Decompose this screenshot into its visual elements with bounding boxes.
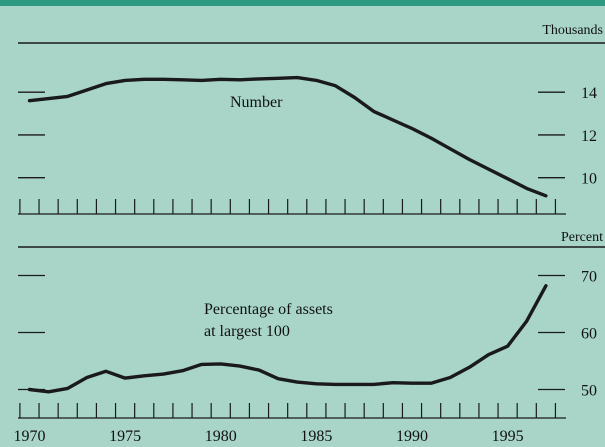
panel-bottom-ytick-label: 70	[581, 269, 597, 286]
panel-top-ytick-label: 14	[581, 85, 597, 102]
series-line-assets-share	[27, 284, 548, 394]
panel-bottom-y-ticks: 50 60 70	[18, 269, 597, 400]
panel-percentage-of-assets: Percent Percentage of assets at largest …	[13, 230, 605, 445]
series-label-assets-line1: Percentage of assets	[204, 301, 333, 318]
series-label-number: Number	[230, 94, 283, 111]
panel-top-ytick-label: 10	[581, 171, 597, 188]
panel-bottom-ytick-label: 60	[581, 326, 597, 343]
x-axis-label: 1995	[492, 428, 524, 445]
panel-bottom-ytick-label: 50	[581, 383, 597, 400]
x-axis-labels: 1970 1975 1980 1985 1990 1995	[13, 428, 523, 445]
series-line-number	[27, 75, 548, 198]
x-axis-label: 1975	[109, 428, 141, 445]
series-label-assets-line2: at largest 100	[204, 323, 290, 340]
x-axis-label: 1970	[13, 428, 45, 445]
x-axis-label: 1985	[300, 428, 332, 445]
panel-bottom-unit-label: Percent	[561, 230, 603, 245]
panel-top-unit-label: Thousands	[542, 23, 603, 38]
panel-bottom-x-ticks	[18, 403, 566, 419]
panel-top-ytick-label: 12	[581, 128, 597, 145]
x-axis-label: 1990	[396, 428, 428, 445]
panel-number-of-banks: Thousands Number 10 12 14	[18, 23, 605, 215]
panel-top-y-ticks: 10 12 14	[18, 85, 597, 188]
panel-top-x-ticks	[18, 199, 566, 215]
x-axis-label: 1980	[205, 428, 237, 445]
